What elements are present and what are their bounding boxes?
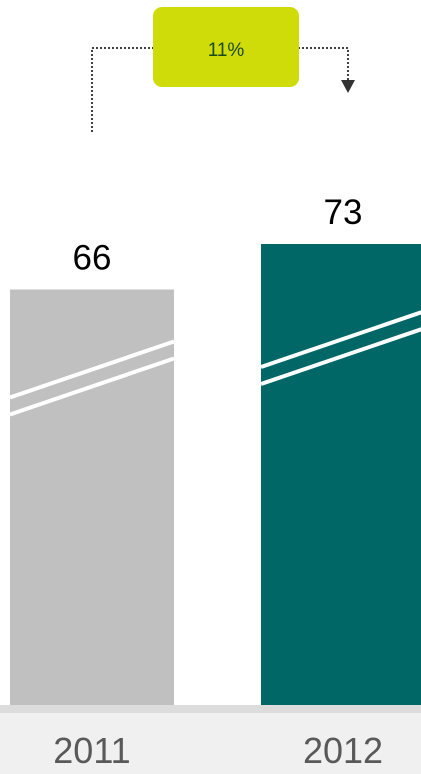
change-connector-right [298, 47, 349, 80]
bar-2011 [10, 289, 174, 705]
axis-break-line [260, 310, 421, 369]
change-label: 11% [208, 40, 245, 61]
down-arrow-icon [341, 80, 355, 93]
bar-2012 [261, 244, 421, 705]
axis-break-line [9, 356, 175, 417]
axis-baseline-band [0, 705, 421, 713]
data-label-2012: 73 [324, 193, 363, 232]
axis-floor [0, 713, 421, 774]
bars [9, 244, 421, 705]
data-label-2011: 66 [73, 239, 112, 278]
axis-break-line [9, 339, 175, 400]
x-tick-2011: 2011 [53, 730, 130, 771]
change-connector-left [91, 47, 160, 132]
change-badge [153, 7, 299, 87]
x-axis-ticks: 2011 2012 [53, 730, 383, 771]
change-annotation: 11% [91, 7, 355, 132]
axis-break-line [260, 327, 421, 386]
x-tick-2012: 2012 [303, 730, 383, 771]
data-labels: 66 73 [73, 193, 363, 278]
